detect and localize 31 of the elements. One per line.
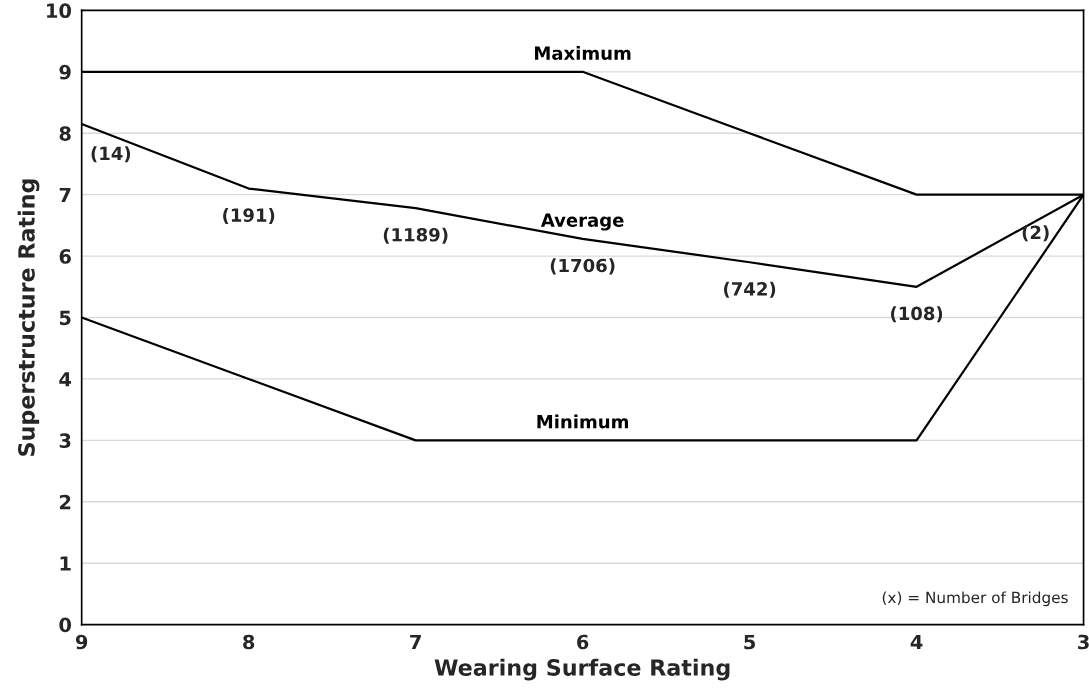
x-tick-label: 8 xyxy=(243,634,255,650)
x-axis-title: Wearing Surface Rating xyxy=(434,658,730,681)
annotation: (1189) xyxy=(383,227,448,244)
y-tick-label: 10 xyxy=(47,3,72,19)
y-tick-label: 6 xyxy=(59,249,71,264)
series-label: Maximum xyxy=(535,46,631,60)
y-tick-label: 9 xyxy=(59,64,71,80)
y-tick-label: 8 xyxy=(59,126,71,141)
x-tick-label: 7 xyxy=(410,634,421,650)
x-tick-label: 3 xyxy=(1078,634,1089,650)
series-label: Average xyxy=(540,213,624,231)
y-tick-label: 1 xyxy=(60,556,71,571)
annotation: (108) xyxy=(891,306,943,323)
y-tick-label: 0 xyxy=(59,617,72,633)
annotation: (1706) xyxy=(550,258,615,275)
annotation: (191) xyxy=(223,207,275,225)
x-tick-label: 9 xyxy=(75,634,88,650)
annotation: (14) xyxy=(91,146,131,163)
y-tick-label: 4 xyxy=(59,372,72,387)
y-tick-label: 2 xyxy=(59,494,71,510)
x-tick-label: 6 xyxy=(577,634,589,650)
y-axis-title: Superstructure Rating xyxy=(17,179,40,456)
y-tick-label: 3 xyxy=(59,433,71,449)
y-tick-label: 7 xyxy=(59,187,71,203)
x-tick-label: 4 xyxy=(910,634,923,650)
y-tick-label: 5 xyxy=(59,310,71,326)
annotation: (2) xyxy=(1022,225,1049,242)
series-label: Minimum xyxy=(537,414,629,429)
x-tick-label: 5 xyxy=(744,634,755,650)
annotation: (742) xyxy=(724,281,776,298)
annotation: (x) = Number of Bridges xyxy=(882,591,1068,607)
